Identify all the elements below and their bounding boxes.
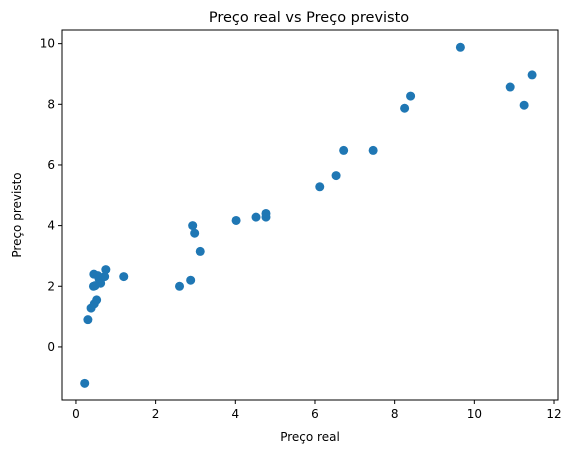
data-point xyxy=(92,295,102,305)
data-point xyxy=(261,208,271,218)
y-axis-ticks: 0 2 4 6 8 10 xyxy=(40,37,62,354)
data-point xyxy=(80,378,90,388)
x-tick-label: 12 xyxy=(546,407,561,421)
data-point xyxy=(527,70,537,80)
x-tick-label: 0 xyxy=(72,407,80,421)
data-point xyxy=(231,215,241,225)
y-tick-label: 8 xyxy=(47,97,55,111)
x-axis-label: Preço real xyxy=(280,430,340,444)
y-tick-label: 0 xyxy=(47,340,55,354)
y-axis-label: Preço previsto xyxy=(10,172,24,257)
y-tick-label: 4 xyxy=(47,219,55,233)
x-tick-label: 2 xyxy=(152,407,160,421)
data-point xyxy=(175,281,185,291)
data-point xyxy=(331,171,341,181)
data-point xyxy=(315,182,325,192)
plot-area xyxy=(61,29,559,401)
chart-title: Preço real vs Preço previsto xyxy=(209,10,409,26)
data-points xyxy=(80,42,537,388)
data-point xyxy=(339,145,349,155)
plot-frame xyxy=(61,29,559,401)
data-point xyxy=(100,272,110,282)
x-tick-label: 4 xyxy=(231,407,239,421)
data-point xyxy=(195,246,205,256)
data-point xyxy=(400,103,410,113)
x-tick-label: 10 xyxy=(467,407,482,421)
x-tick-label: 8 xyxy=(391,407,399,421)
x-axis-ticks: 0 2 4 6 8 10 12 xyxy=(72,400,562,421)
y-tick-label: 2 xyxy=(47,279,55,293)
data-point xyxy=(519,100,529,110)
data-point xyxy=(186,275,196,285)
data-point xyxy=(83,315,93,325)
data-point xyxy=(101,265,111,275)
data-point xyxy=(251,212,261,222)
data-point xyxy=(93,271,103,281)
data-point xyxy=(190,228,200,238)
data-point xyxy=(119,272,129,282)
data-point xyxy=(406,91,416,101)
data-point xyxy=(455,42,465,52)
x-tick-label: 6 xyxy=(311,407,319,421)
data-point xyxy=(505,82,515,92)
y-tick-label: 6 xyxy=(47,158,55,172)
y-tick-label: 10 xyxy=(40,37,55,51)
data-point xyxy=(188,221,198,231)
data-point xyxy=(368,145,378,155)
